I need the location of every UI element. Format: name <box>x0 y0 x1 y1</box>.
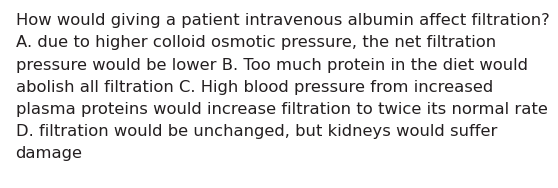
Text: abolish all filtration C. High blood pressure from increased: abolish all filtration C. High blood pre… <box>16 80 493 95</box>
Text: plasma proteins would increase filtration to twice its normal rate: plasma proteins would increase filtratio… <box>16 102 547 117</box>
Text: D. filtration would be unchanged, but kidneys would suffer: D. filtration would be unchanged, but ki… <box>16 124 497 139</box>
Text: How would giving a patient intravenous albumin affect filtration?: How would giving a patient intravenous a… <box>16 13 550 28</box>
Text: damage: damage <box>16 146 83 161</box>
Text: A. due to higher colloid osmotic pressure, the net filtration: A. due to higher colloid osmotic pressur… <box>16 35 496 50</box>
Text: pressure would be lower B. Too much protein in the diet would: pressure would be lower B. Too much prot… <box>16 58 528 73</box>
